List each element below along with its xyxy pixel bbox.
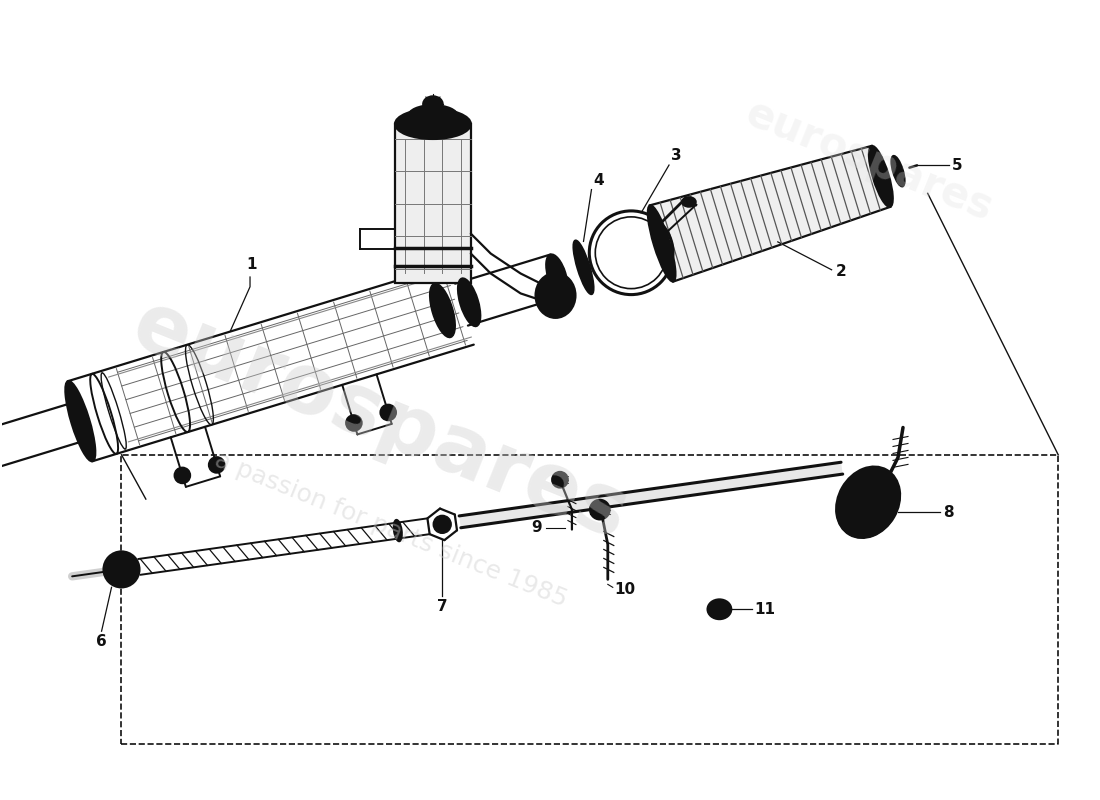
Circle shape — [345, 415, 362, 431]
Ellipse shape — [576, 248, 591, 286]
Circle shape — [209, 457, 224, 473]
Ellipse shape — [394, 520, 402, 542]
Ellipse shape — [590, 500, 609, 519]
Circle shape — [175, 467, 190, 483]
Text: 2: 2 — [836, 264, 846, 279]
Circle shape — [433, 515, 451, 534]
Ellipse shape — [869, 146, 893, 207]
Text: 10: 10 — [615, 582, 636, 597]
Text: 4: 4 — [594, 173, 604, 187]
Text: 5: 5 — [952, 158, 962, 173]
Ellipse shape — [552, 472, 568, 488]
Ellipse shape — [836, 466, 900, 538]
Text: eurospares: eurospares — [121, 283, 640, 556]
Ellipse shape — [536, 273, 575, 318]
Circle shape — [103, 551, 140, 587]
Text: 3: 3 — [671, 148, 682, 163]
Polygon shape — [650, 146, 890, 282]
Ellipse shape — [543, 278, 553, 289]
Text: a passion for parts since 1985: a passion for parts since 1985 — [211, 447, 571, 611]
Ellipse shape — [424, 96, 443, 112]
Ellipse shape — [430, 283, 455, 338]
Ellipse shape — [543, 303, 553, 314]
Polygon shape — [459, 462, 843, 528]
Ellipse shape — [65, 381, 96, 462]
Polygon shape — [395, 124, 471, 283]
Ellipse shape — [546, 254, 568, 297]
Text: 7: 7 — [437, 599, 448, 614]
Ellipse shape — [648, 206, 675, 282]
Text: 9: 9 — [531, 520, 542, 535]
Ellipse shape — [891, 156, 904, 186]
Circle shape — [111, 559, 132, 579]
Ellipse shape — [713, 603, 726, 615]
Ellipse shape — [894, 162, 902, 180]
Ellipse shape — [458, 278, 481, 326]
Text: 6: 6 — [96, 634, 107, 649]
Text: eurospares: eurospares — [739, 92, 999, 230]
Text: 8: 8 — [943, 505, 954, 520]
Ellipse shape — [408, 105, 458, 127]
Ellipse shape — [707, 599, 732, 619]
Circle shape — [381, 405, 396, 421]
Ellipse shape — [395, 109, 471, 139]
Ellipse shape — [682, 197, 696, 207]
Ellipse shape — [543, 281, 568, 310]
Text: 11: 11 — [755, 602, 775, 617]
Ellipse shape — [573, 241, 594, 294]
Text: 1: 1 — [246, 257, 257, 272]
